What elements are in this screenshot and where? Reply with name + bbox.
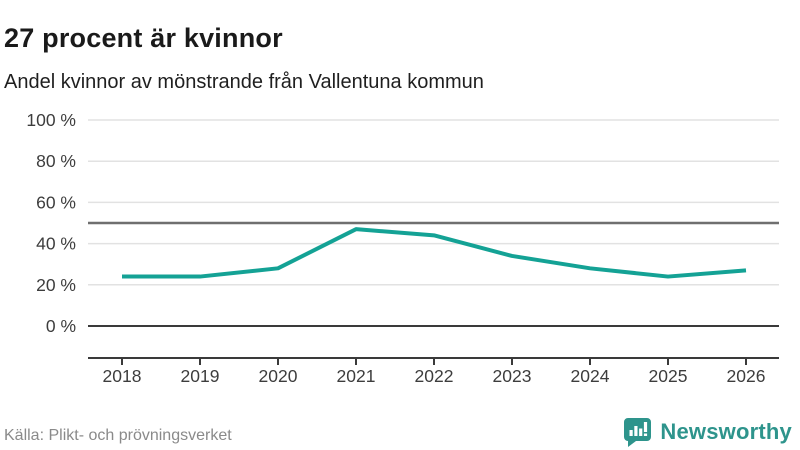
x-tick-label: 2020 [259,366,298,386]
x-tick-label: 2024 [571,366,610,386]
y-tick-label: 40 % [36,234,76,254]
x-tick-label: 2022 [415,366,454,386]
y-tick-label: 20 % [36,275,76,295]
page-title: 27 procent är kvinnor [4,23,283,54]
source-note: Källa: Plikt- och prövningsverket [4,427,232,444]
chart-subtitle: Andel kvinnor av mönstrande från Vallent… [4,71,484,93]
x-tick-label: 2026 [727,366,766,386]
y-tick-label: 100 % [26,110,76,130]
bar-1 [629,430,634,436]
x-tick-label: 2023 [493,366,532,386]
exclamation-bar [644,422,648,432]
exclamation-dot [644,433,648,436]
x-tick-label: 2019 [181,366,220,386]
bar-2 [634,426,638,436]
x-tick-label: 2018 [103,366,142,386]
brand-logo: Newsworthy [622,416,792,447]
newsworthy-speech-bubble-icon [624,418,652,447]
x-tick-label: 2025 [649,366,688,386]
brand-name: Newsworthy [660,418,792,444]
y-tick-label: 0 % [46,316,76,336]
line-chart: 2018 2019 2020 2021 2022 2023 2024 2025 2026 0 % 2… [26,110,779,386]
y-tick-label: 80 % [36,151,76,171]
x-tick-label: 2021 [337,366,376,386]
data-line [122,227,747,279]
bar-3 [639,428,643,436]
y-tick-label: 60 % [36,192,76,212]
